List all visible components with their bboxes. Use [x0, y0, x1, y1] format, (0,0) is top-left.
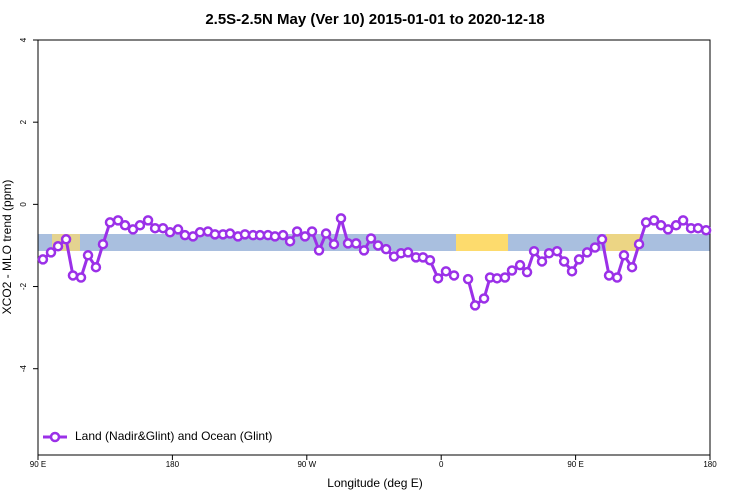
point	[462, 273, 474, 285]
point	[306, 226, 318, 237]
point	[372, 240, 384, 251]
legend-label: Land (Nadir&Glint) and Ocean (Glint)	[75, 429, 272, 443]
point	[700, 224, 712, 236]
point	[648, 215, 660, 226]
point	[134, 220, 146, 231]
point	[179, 229, 191, 241]
point	[589, 242, 601, 253]
point	[692, 222, 704, 234]
point	[611, 272, 623, 283]
point	[328, 238, 340, 250]
point	[670, 220, 682, 231]
point	[506, 265, 518, 276]
y-tick-label: 0	[19, 202, 28, 207]
point	[633, 238, 645, 250]
point	[335, 213, 347, 224]
point	[677, 215, 689, 226]
series-line	[41, 216, 707, 307]
point	[469, 300, 481, 311]
point	[269, 231, 281, 242]
point	[581, 247, 593, 258]
x-tick-label: 90 W	[297, 460, 316, 469]
point	[558, 256, 570, 267]
point	[499, 272, 511, 283]
plot-frame	[37, 39, 711, 456]
point	[402, 247, 414, 258]
point	[536, 256, 548, 267]
legend-marker	[49, 431, 61, 443]
x-tick-label: 180	[703, 460, 717, 469]
y-tick-label: 4	[19, 37, 28, 42]
point	[75, 272, 87, 283]
point	[239, 229, 251, 240]
point	[514, 259, 526, 271]
x-tick-label: 0	[439, 460, 444, 469]
point	[104, 217, 116, 228]
point	[478, 293, 490, 304]
point	[551, 245, 563, 257]
point	[566, 266, 578, 277]
y-tick-label: -4	[19, 365, 28, 373]
point	[90, 261, 102, 273]
point	[45, 247, 57, 258]
land-band	[456, 234, 508, 251]
point	[284, 236, 296, 247]
point	[37, 254, 49, 265]
point	[52, 241, 64, 252]
land-band	[606, 234, 640, 251]
point	[142, 215, 154, 226]
point	[60, 234, 72, 245]
chart-title: 2.5S-2.5N May (Ver 10) 2015-01-01 to 202…	[205, 11, 544, 28]
point	[119, 220, 131, 231]
point	[432, 273, 444, 284]
point	[662, 224, 674, 235]
point	[448, 270, 460, 281]
point	[342, 238, 354, 249]
x-tick-label: 90 E	[30, 460, 46, 469]
point	[626, 261, 638, 273]
point	[424, 254, 436, 266]
y-axis-label: XCO2 - MLO trend (ppm)	[0, 180, 14, 315]
point	[164, 227, 176, 238]
point	[299, 231, 311, 242]
point	[358, 245, 370, 256]
point	[596, 234, 608, 245]
x-axis-label: Longitude (deg E)	[327, 476, 422, 490]
point	[528, 245, 540, 257]
point	[573, 254, 585, 265]
point	[440, 266, 452, 277]
point	[172, 224, 184, 235]
point	[365, 233, 377, 244]
point	[67, 270, 79, 281]
x-tick-label: 90 E	[567, 460, 583, 469]
point	[313, 245, 325, 256]
point	[350, 238, 362, 249]
point	[112, 215, 124, 226]
point	[320, 228, 332, 239]
point	[521, 266, 533, 278]
y-tick-label: -2	[19, 282, 28, 290]
point	[380, 243, 392, 255]
point	[603, 270, 615, 281]
point	[291, 226, 303, 237]
y-tick-label: 2	[19, 119, 28, 124]
point	[543, 248, 555, 259]
point	[618, 250, 630, 261]
point	[209, 229, 221, 240]
point	[97, 238, 109, 250]
point	[82, 250, 94, 261]
x-tick-label: 180	[166, 460, 180, 469]
point	[277, 229, 289, 241]
